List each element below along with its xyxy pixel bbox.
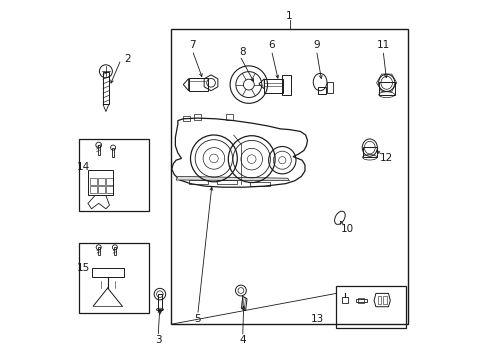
Bar [98,186,104,193]
Bar [114,247,116,255]
Bar [183,116,189,121]
Text: 4: 4 [239,335,245,345]
Bar [357,298,364,303]
Bar [98,145,100,155]
Bar [377,296,381,304]
Bar [106,178,113,185]
Text: 7: 7 [188,40,195,50]
Bar [188,78,208,91]
Text: 14: 14 [77,162,90,172]
Bar [382,296,386,304]
Bar [98,178,104,185]
Bar [342,297,347,303]
Bar [355,299,366,302]
Text: 10: 10 [340,224,353,234]
Text: 9: 9 [312,40,319,50]
Bar [90,178,97,185]
Bar [226,114,232,120]
Bar [378,82,394,95]
Bar [264,79,283,93]
Bar [282,75,291,95]
Bar [88,170,113,195]
Bar [98,247,100,255]
Bar [326,82,332,93]
Bar [336,286,406,328]
Text: 8: 8 [239,47,245,57]
Text: 1: 1 [285,11,292,21]
Bar [170,29,407,324]
Text: 13: 13 [310,314,323,324]
Text: 12: 12 [379,153,392,163]
Text: 2: 2 [124,54,131,64]
Bar [79,243,149,313]
Bar [91,268,123,277]
Bar [317,87,325,94]
Text: 6: 6 [267,40,274,50]
Text: 5: 5 [194,314,201,324]
Bar [79,139,149,211]
Bar [158,294,162,310]
Text: 15: 15 [77,263,90,273]
Polygon shape [176,176,289,181]
Bar [90,186,97,193]
Bar [249,182,269,186]
Text: 3: 3 [155,335,161,345]
Bar [112,148,114,157]
Bar [106,186,113,193]
Bar [103,72,108,104]
Bar [188,180,208,184]
Bar [217,180,237,184]
Bar [194,114,200,120]
Text: 11: 11 [376,40,389,50]
Bar [362,147,376,157]
